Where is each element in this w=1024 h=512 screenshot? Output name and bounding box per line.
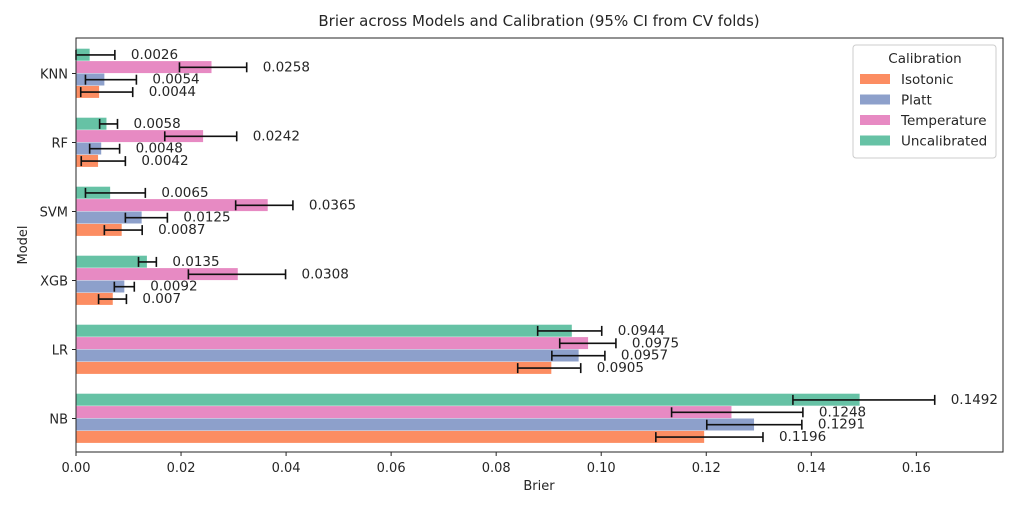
y-tick-label: SVM: [40, 206, 68, 221]
value-label: 0.0044: [149, 84, 196, 100]
bar: [76, 430, 705, 443]
bar: [76, 393, 860, 406]
legend-label: Temperature: [900, 113, 987, 129]
bar: [76, 418, 755, 431]
value-label: 0.1492: [951, 392, 998, 408]
y-tick-label: RF: [51, 137, 68, 152]
value-label: 0.0135: [172, 254, 219, 270]
x-tick-label: 0.08: [482, 461, 511, 476]
bar: [76, 280, 125, 293]
x-tick-label: 0.04: [272, 461, 301, 476]
legend-label: Isotonic: [901, 72, 954, 88]
value-label: 0.0905: [597, 360, 644, 376]
value-label: 0.0957: [621, 348, 668, 364]
value-label: 0.0065: [161, 185, 208, 201]
value-label: 0.0258: [263, 59, 310, 75]
value-label: 0.0975: [632, 335, 679, 351]
bar: [76, 268, 238, 281]
x-axis-title: Brier: [523, 479, 555, 494]
y-tick-label: KNN: [40, 68, 68, 83]
x-tick-label: 0.06: [377, 461, 406, 476]
value-label: 0.0365: [309, 197, 356, 213]
bar: [76, 361, 552, 374]
value-label: 0.1291: [818, 417, 865, 433]
legend-box: [852, 44, 997, 159]
x-axis: 0.00 0.02 0.04 0.06 0.08 0.10 0.12 0.14 0.16: [62, 452, 931, 476]
bar: [76, 292, 113, 305]
legend-label: Platt: [901, 93, 932, 109]
value-label: 0.0308: [302, 266, 349, 282]
x-tick-label: 0.12: [692, 461, 721, 476]
value-label: 0.007: [142, 291, 181, 307]
value-label: 0.0125: [183, 210, 230, 226]
bar: [76, 337, 589, 350]
y-axis: KNN RF SVM XGB LR NB: [40, 68, 76, 428]
legend-label: Uncalibrated: [901, 134, 987, 150]
y-axis-title: Model: [16, 225, 31, 264]
value-label: 0.0054: [152, 72, 199, 88]
bar: [76, 349, 579, 362]
legend-swatch: [860, 94, 890, 105]
bar: [76, 61, 212, 74]
value-label: 0.0087: [158, 222, 205, 238]
x-tick-label: 0.00: [62, 461, 91, 476]
bars-layer: [76, 48, 860, 443]
bar: [76, 199, 268, 212]
bar: [76, 223, 122, 236]
value-label: 0.1196: [779, 429, 826, 445]
y-tick-label: NB: [49, 413, 68, 428]
bar: [76, 142, 102, 155]
x-tick-label: 0.10: [587, 461, 616, 476]
bar: [76, 324, 572, 337]
legend: Calibration Isotonic Platt Temperature Unca…: [852, 44, 997, 159]
x-tick-label: 0.14: [797, 461, 826, 476]
bar: [76, 406, 732, 419]
value-label: 0.0042: [141, 153, 188, 169]
bar: [76, 255, 147, 268]
value-label: 0.0026: [131, 47, 178, 63]
value-label: 0.1248: [819, 404, 866, 420]
error-bars-layer: [75, 49, 936, 443]
value-label: 0.0048: [136, 141, 183, 157]
value-label: 0.0242: [253, 128, 300, 144]
value-label: 0.0944: [618, 323, 665, 339]
value-label: 0.0058: [133, 116, 180, 132]
y-tick-label: LR: [52, 344, 68, 359]
plot-frame: [75, 37, 1004, 453]
legend-swatch: [860, 115, 890, 125]
bar: [76, 130, 204, 143]
y-tick-label: XGB: [40, 275, 68, 290]
chart-title: Brier across Models and Calibration (95%…: [318, 12, 759, 30]
legend-title: Calibration: [888, 51, 961, 67]
legend-swatch: [860, 135, 890, 146]
value-label: 0.0092: [150, 279, 197, 295]
x-tick-label: 0.16: [902, 461, 931, 476]
x-tick-label: 0.02: [167, 461, 196, 476]
legend-swatch: [860, 74, 890, 84]
